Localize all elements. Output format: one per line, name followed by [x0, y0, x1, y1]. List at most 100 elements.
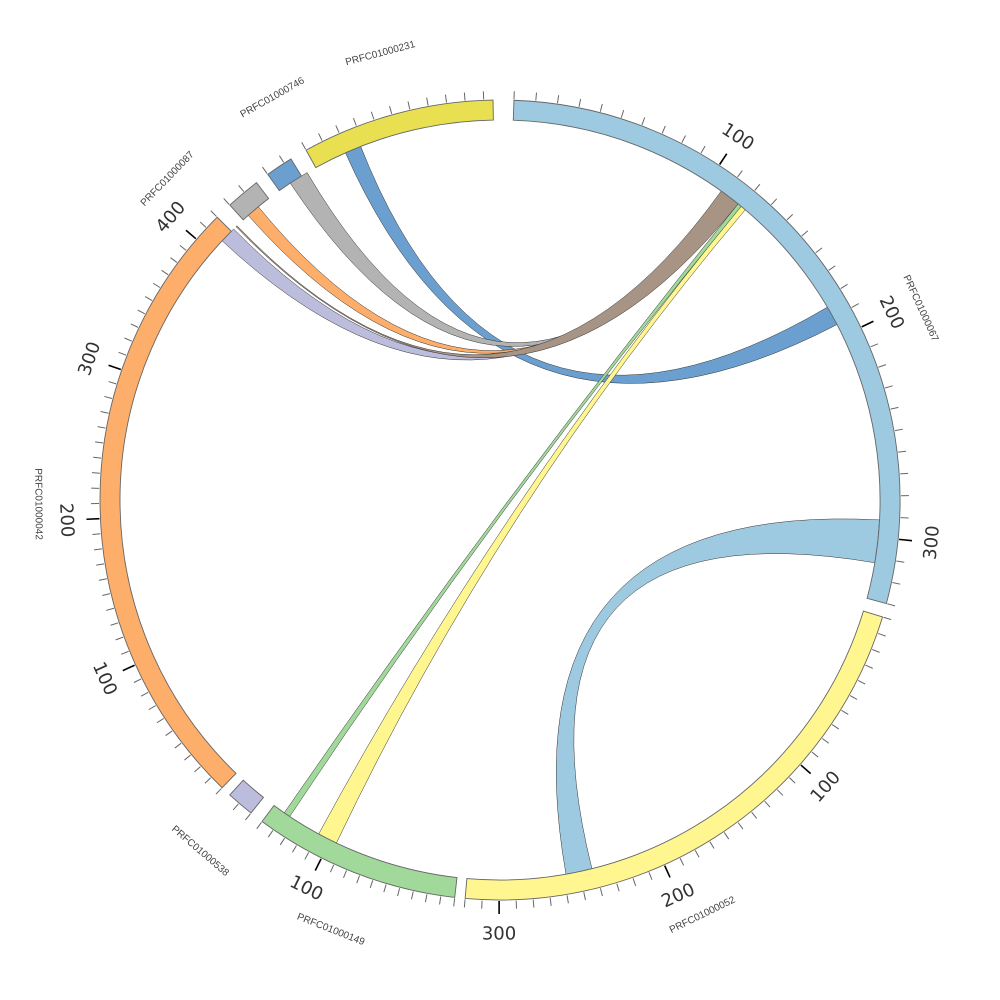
tick-prfc01000067-140	[786, 213, 794, 221]
segment-prfc01000538	[229, 779, 265, 814]
tick-prfc01000067-310	[896, 560, 905, 563]
tick-prfc01000052-90	[811, 751, 819, 758]
tick-prfc01000052-220	[632, 878, 637, 887]
tick-prfc01000149-110	[304, 852, 310, 860]
tick-prfc01000052-60	[841, 709, 849, 715]
segment-label-prfc01000067: PRFC01000067	[901, 273, 941, 343]
tick-prfc01000042-100	[122, 664, 135, 672]
tick-prfc01000052-20	[871, 648, 880, 653]
tick-prfc01000052-10	[877, 632, 886, 637]
tick-prfc01000087-10	[238, 185, 245, 192]
tick-prfc01000231-0	[301, 142, 307, 150]
tick-prfc01000067-70	[661, 125, 666, 134]
tick-prfc01000042-410	[199, 221, 207, 228]
tick-prfc01000042-50	[165, 730, 173, 736]
tick-prfc01000042-60	[156, 717, 164, 724]
ticks-layer: 100 200 300 100 200 300 100 100 200 300 400	[55, 91, 944, 945]
tick-prfc01000067-240	[890, 406, 899, 410]
tick-prfc01000042-80	[140, 691, 149, 697]
tick-prfc01000149-10	[439, 896, 442, 905]
tick-prfc01000538-0	[244, 813, 251, 821]
tick-label-prfc01000042-400: 400	[152, 197, 190, 237]
tick-prfc01000042-120	[115, 636, 124, 641]
segment-label-prfc01000042: PRFC01000042	[32, 468, 44, 540]
tick-prfc01000042-30	[184, 754, 191, 761]
tick-prfc01000067-190	[851, 303, 860, 308]
tick-prfc01000746-10	[278, 155, 285, 163]
segment-prfc01000042	[99, 216, 237, 789]
segment-label-prfc01000231: PRFC01000231	[344, 39, 417, 68]
segment-prfc01000746	[267, 158, 303, 192]
tick-prfc01000149-30	[410, 891, 414, 900]
tick-prfc01000042-170	[96, 563, 105, 566]
tick-prfc01000052-230	[616, 883, 620, 892]
tick-prfc01000149-80	[343, 870, 348, 879]
tick-prfc01000052-250	[583, 892, 586, 901]
tick-prfc01000042-380	[170, 257, 178, 263]
tick-prfc01000042-0	[215, 788, 222, 795]
tick-prfc01000042-90	[133, 678, 142, 683]
tick-prfc01000042-70	[148, 705, 156, 711]
tick-prfc01000052-140	[751, 811, 758, 819]
tick-prfc01000052-170	[709, 841, 715, 849]
tick-prfc01000052-30	[865, 664, 873, 669]
tick-prfc01000149-0	[453, 898, 456, 907]
segment-label-prfc01000149: PRFC01000149	[295, 912, 366, 949]
tick-prfc01000052-190	[679, 858, 685, 866]
tick-prfc01000067-40	[599, 103, 603, 112]
tick-prfc01000067-90	[700, 145, 706, 154]
tick-prfc01000042-320	[124, 337, 132, 342]
tick-label-prfc01000052-100: 100	[806, 767, 844, 807]
segment-label-prfc01000087: PRFC01000087	[139, 149, 197, 209]
tick-prfc01000067-170	[828, 265, 836, 271]
tick-prfc01000067-20	[556, 95, 560, 104]
tick-prfc01000067-230	[884, 385, 893, 389]
tick-prfc01000052-260	[566, 895, 569, 904]
tick-prfc01000042-190	[92, 533, 101, 535]
tick-prfc01000052-130	[764, 800, 771, 808]
tick-prfc01000042-400	[185, 229, 197, 240]
tick-prfc01000149-130	[279, 837, 285, 846]
tick-prfc01000067-80	[681, 135, 686, 143]
tick-prfc01000067-180	[840, 283, 848, 290]
tick-prfc01000149-20	[424, 894, 428, 903]
link-prfc01000149-to-prfc01000067-7	[318, 206, 746, 844]
segment-prfc01000231	[305, 99, 494, 169]
tick-label-prfc01000149-100: 100	[286, 871, 326, 905]
tick-prfc01000042-40	[174, 742, 182, 749]
tick-prfc01000746-0	[262, 166, 268, 174]
tick-prfc01000067-160	[815, 247, 823, 254]
tick-prfc01000231-10	[318, 133, 323, 141]
tick-prfc01000231-70	[426, 97, 429, 106]
tick-prfc01000087-0	[223, 198, 230, 205]
tick-prfc01000052-0	[883, 616, 892, 621]
tick-label-prfc01000042-300: 300	[74, 339, 105, 378]
tick-prfc01000042-160	[98, 578, 107, 581]
tick-prfc01000042-280	[104, 395, 113, 399]
tick-label-prfc01000042-100: 100	[88, 659, 121, 699]
labels-layer: PRFC01000067PRFC01000052PRFC01000149PRFC…	[32, 39, 940, 948]
tick-prfc01000067-120	[754, 183, 761, 191]
tick-prfc01000052-100	[800, 764, 812, 775]
tick-prfc01000067-320	[892, 582, 901, 585]
tick-prfc01000067-250	[894, 428, 903, 432]
tick-label-prfc01000067-200: 200	[875, 293, 909, 333]
tick-prfc01000042-300	[108, 364, 122, 371]
tick-prfc01000538-10	[232, 803, 239, 811]
tick-prfc01000149-70	[356, 875, 361, 884]
tick-prfc01000052-270	[549, 897, 552, 906]
tick-prfc01000231-80	[444, 94, 447, 103]
tick-label-prfc01000067-300: 300	[920, 525, 944, 561]
tick-label-prfc01000042-200: 200	[55, 503, 78, 538]
tick-prfc01000231-30	[352, 117, 357, 126]
tick-prfc01000067-110	[737, 170, 743, 178]
tick-prfc01000067-50	[620, 110, 625, 118]
segments-layer	[99, 99, 901, 901]
tick-prfc01000052-110	[789, 777, 796, 784]
tick-prfc01000042-180	[93, 548, 103, 551]
segment-label-prfc01000746: PRFC01000746	[239, 75, 307, 120]
tick-prfc01000042-200	[86, 517, 100, 521]
tick-prfc01000042-250	[95, 441, 104, 444]
